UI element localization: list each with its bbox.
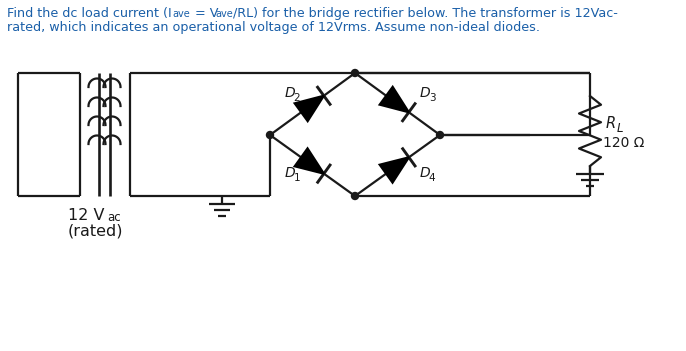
Text: /RL) for the bridge rectifier below. The transformer is 12Vac-: /RL) for the bridge rectifier below. The… — [233, 7, 618, 20]
Polygon shape — [295, 96, 324, 121]
Text: rated, which indicates an operational voltage of 12Vrms. Assume non-ideal diodes: rated, which indicates an operational vo… — [7, 21, 540, 34]
Circle shape — [351, 192, 359, 199]
Text: 4: 4 — [429, 173, 436, 183]
Text: 3: 3 — [429, 93, 436, 103]
Text: ac: ac — [107, 211, 121, 224]
Text: 1: 1 — [294, 173, 300, 183]
Polygon shape — [380, 157, 409, 183]
Text: L: L — [617, 121, 624, 134]
Polygon shape — [295, 148, 324, 174]
Text: R: R — [606, 115, 616, 131]
Circle shape — [436, 132, 444, 139]
Text: D: D — [285, 86, 295, 100]
Circle shape — [266, 132, 274, 139]
Text: 12 V: 12 V — [68, 208, 104, 223]
Text: ave: ave — [172, 9, 190, 19]
Text: ave: ave — [215, 9, 233, 19]
Text: 120 Ω: 120 Ω — [603, 136, 644, 150]
Text: (rated): (rated) — [68, 224, 123, 239]
Text: D: D — [420, 86, 430, 100]
Text: Find the dc load current (I: Find the dc load current (I — [7, 7, 172, 20]
Text: D: D — [285, 166, 295, 180]
Polygon shape — [380, 87, 409, 112]
Text: D: D — [420, 166, 430, 180]
Circle shape — [351, 69, 359, 77]
Text: = V: = V — [191, 7, 219, 20]
Text: 2: 2 — [294, 93, 300, 103]
